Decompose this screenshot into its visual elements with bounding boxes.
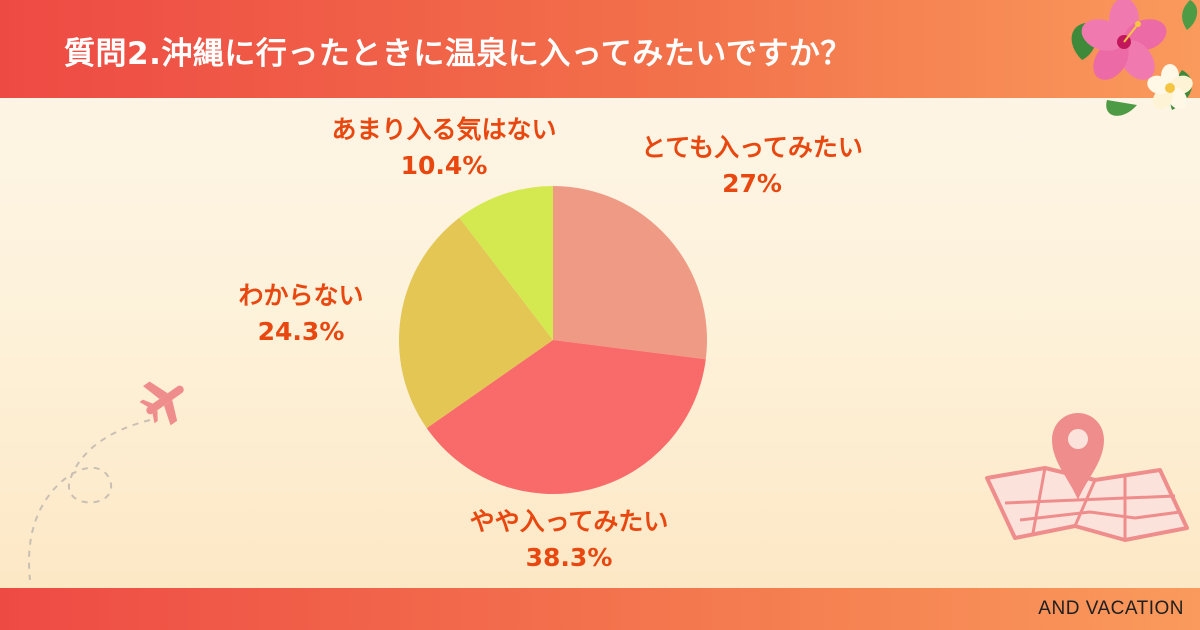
slice-category-label: あまり入る気はない xyxy=(331,115,557,144)
slice-category-label: やや入ってみたい xyxy=(469,507,669,536)
slice-value-label: 27% xyxy=(722,169,782,198)
footer-bar: AND VACATION xyxy=(0,588,1200,630)
hibiscus-flower-icon xyxy=(1071,0,1198,116)
slice-category-label: わからない xyxy=(238,281,364,310)
map-pin-icon xyxy=(1052,413,1104,500)
page-title: 質問2.沖縄に行ったときに温泉に入ってみたいですか？ xyxy=(64,36,852,72)
slice-value-label: 38.3% xyxy=(525,543,613,572)
pie-slice-2 xyxy=(426,340,706,494)
slice-label-4: あまり入る気はない 10.4% xyxy=(331,112,556,184)
pie-slice-3 xyxy=(399,217,553,429)
slice-label-2: やや入ってみたい 38.3% xyxy=(470,504,669,576)
header-bar: 質問2.沖縄に行ったときに温泉に入ってみたいですか？ xyxy=(0,0,1200,98)
airplane-icon xyxy=(28,381,184,581)
slice-value-label: 24.3% xyxy=(257,317,345,346)
pie-slice-1 xyxy=(553,186,707,360)
slice-category-label: とても入ってみたい xyxy=(641,133,863,162)
brand-name: AND VACATION xyxy=(1038,598,1184,619)
slice-label-1: とても入ってみたい 27% xyxy=(641,130,863,202)
slice-value-label: 10.4% xyxy=(400,151,488,180)
slice-label-3: わからない 24.3% xyxy=(238,278,363,350)
map-icon xyxy=(985,466,1189,542)
pie-slice-4 xyxy=(459,186,553,340)
